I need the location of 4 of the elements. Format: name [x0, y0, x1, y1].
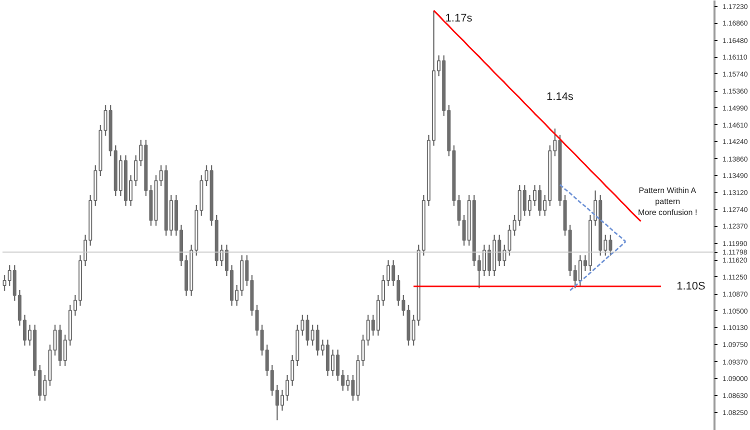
annotation: Pattern Within A pattern More confusion !: [638, 186, 698, 218]
annotation: 1.17s: [445, 12, 473, 25]
annotation: 1.10S: [676, 280, 706, 292]
annotation: 1.14s: [546, 90, 574, 103]
